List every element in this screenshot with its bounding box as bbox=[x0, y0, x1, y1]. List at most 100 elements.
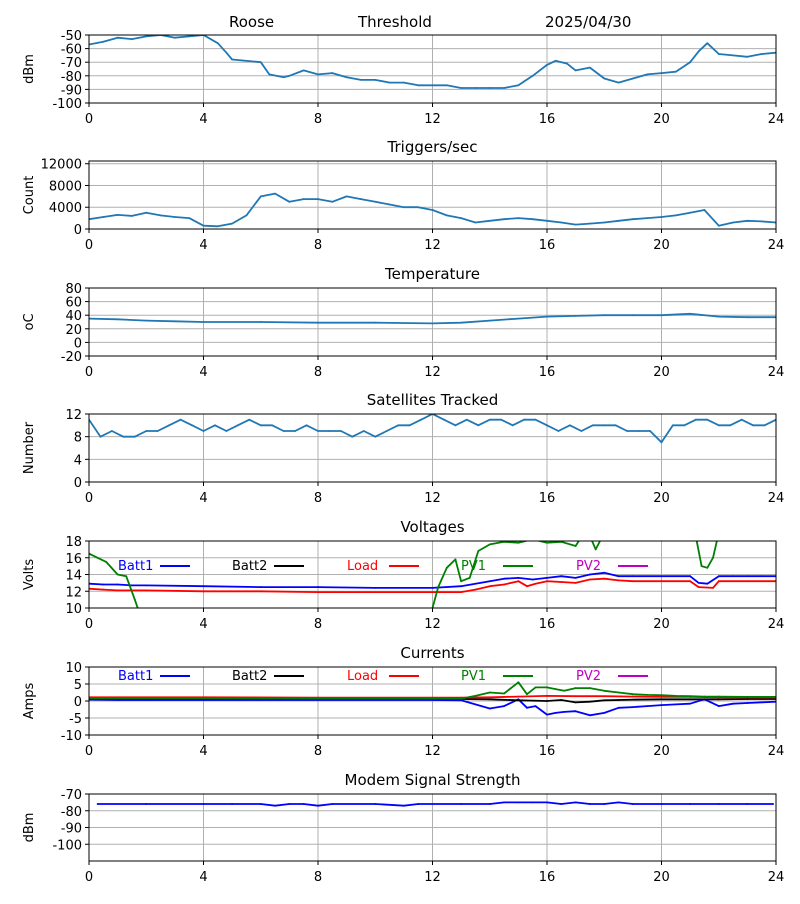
legend-label-pv1: PV1 bbox=[461, 559, 486, 574]
legend-label-batt2: Batt2 bbox=[232, 559, 267, 574]
data-point bbox=[116, 213, 119, 216]
data-point bbox=[631, 695, 634, 698]
data-point bbox=[274, 192, 276, 195]
plot-frame bbox=[88, 287, 777, 357]
x-tick-label: 8 bbox=[314, 238, 322, 253]
data-point bbox=[546, 686, 548, 689]
data-point bbox=[603, 695, 606, 698]
plot-frame bbox=[88, 666, 777, 736]
data-point bbox=[145, 35, 148, 38]
data-point bbox=[145, 803, 148, 805]
data-point bbox=[96, 803, 99, 805]
data-point bbox=[328, 430, 331, 432]
data-point bbox=[534, 686, 537, 689]
data-point bbox=[557, 430, 560, 432]
data-point bbox=[288, 200, 291, 203]
data-point bbox=[660, 694, 663, 697]
y-tick-label: 80 bbox=[65, 282, 82, 297]
chart-title: Satellites Tracked bbox=[367, 391, 498, 409]
data-point bbox=[560, 575, 563, 578]
data-point bbox=[503, 218, 505, 221]
legend-label-batt1: Batt1 bbox=[118, 559, 153, 574]
data-point bbox=[488, 803, 491, 805]
data-point bbox=[517, 317, 520, 320]
y-tick-label: 5 bbox=[74, 678, 82, 693]
data-point bbox=[526, 693, 528, 696]
data-point bbox=[454, 424, 457, 427]
data-point bbox=[488, 698, 491, 701]
data-point bbox=[689, 580, 692, 583]
data-point bbox=[717, 424, 720, 427]
data-point bbox=[603, 314, 606, 317]
data-point bbox=[345, 76, 348, 79]
data-point bbox=[445, 84, 448, 87]
data-point bbox=[660, 696, 663, 698]
data-point bbox=[689, 211, 692, 214]
x-tick-label: 20 bbox=[653, 617, 670, 632]
data-point bbox=[546, 576, 548, 579]
y-tick-label: -10 bbox=[61, 729, 82, 744]
data-point bbox=[131, 584, 133, 587]
data-point bbox=[689, 698, 692, 701]
data-point bbox=[706, 582, 709, 585]
data-point bbox=[589, 66, 591, 69]
data-point bbox=[523, 418, 525, 421]
mode-label: Threshold bbox=[357, 13, 432, 31]
data-point bbox=[631, 575, 634, 578]
y-tick-label: 12 bbox=[65, 585, 82, 600]
data-point bbox=[631, 706, 634, 709]
data-point bbox=[245, 214, 248, 217]
y-tick-label: 4000 bbox=[49, 201, 82, 216]
data-point bbox=[589, 535, 591, 537]
data-point bbox=[271, 424, 274, 427]
data-point bbox=[717, 224, 720, 227]
data-point bbox=[168, 424, 171, 427]
data-point bbox=[173, 320, 176, 323]
data-point bbox=[248, 418, 251, 421]
data-point bbox=[420, 418, 422, 421]
data-point bbox=[746, 55, 749, 58]
data-point bbox=[603, 689, 606, 692]
data-point bbox=[706, 418, 709, 421]
data-point bbox=[660, 441, 663, 444]
x-tick-label: 4 bbox=[199, 870, 207, 885]
x-tick-label: 24 bbox=[768, 112, 785, 127]
data-point bbox=[437, 586, 440, 588]
data-point bbox=[454, 558, 457, 561]
data-point bbox=[660, 704, 663, 706]
y-tick-label: 10 bbox=[65, 661, 82, 676]
data-point bbox=[517, 699, 520, 702]
x-tick-label: 0 bbox=[85, 238, 93, 253]
data-point bbox=[477, 424, 480, 427]
data-point bbox=[740, 418, 743, 421]
data-point bbox=[603, 571, 606, 574]
data-point bbox=[631, 77, 634, 80]
data-point bbox=[116, 573, 119, 576]
data-point bbox=[145, 211, 148, 214]
data-point bbox=[617, 699, 620, 701]
x-tick-label: 0 bbox=[85, 365, 93, 380]
x-tick-label: 0 bbox=[85, 491, 93, 506]
data-point bbox=[145, 589, 148, 592]
data-point bbox=[672, 424, 674, 427]
data-point bbox=[717, 705, 720, 707]
data-point bbox=[431, 209, 434, 211]
data-point bbox=[752, 424, 754, 427]
date-label: 2025/04/30 bbox=[545, 13, 631, 31]
data-point bbox=[191, 424, 193, 427]
legend-label-pv2: PV2 bbox=[576, 669, 601, 684]
y-tick-label: -80 bbox=[61, 805, 82, 820]
x-tick-label: 24 bbox=[768, 870, 785, 885]
data-point bbox=[302, 69, 305, 72]
data-point bbox=[700, 565, 703, 568]
data-point bbox=[374, 591, 377, 593]
x-tick-label: 4 bbox=[199, 491, 207, 506]
data-point bbox=[362, 430, 365, 432]
data-point bbox=[294, 430, 296, 432]
data-point bbox=[697, 50, 700, 53]
data-point bbox=[360, 198, 362, 200]
data-point bbox=[746, 702, 749, 704]
legend-label-load: Load bbox=[347, 669, 378, 684]
